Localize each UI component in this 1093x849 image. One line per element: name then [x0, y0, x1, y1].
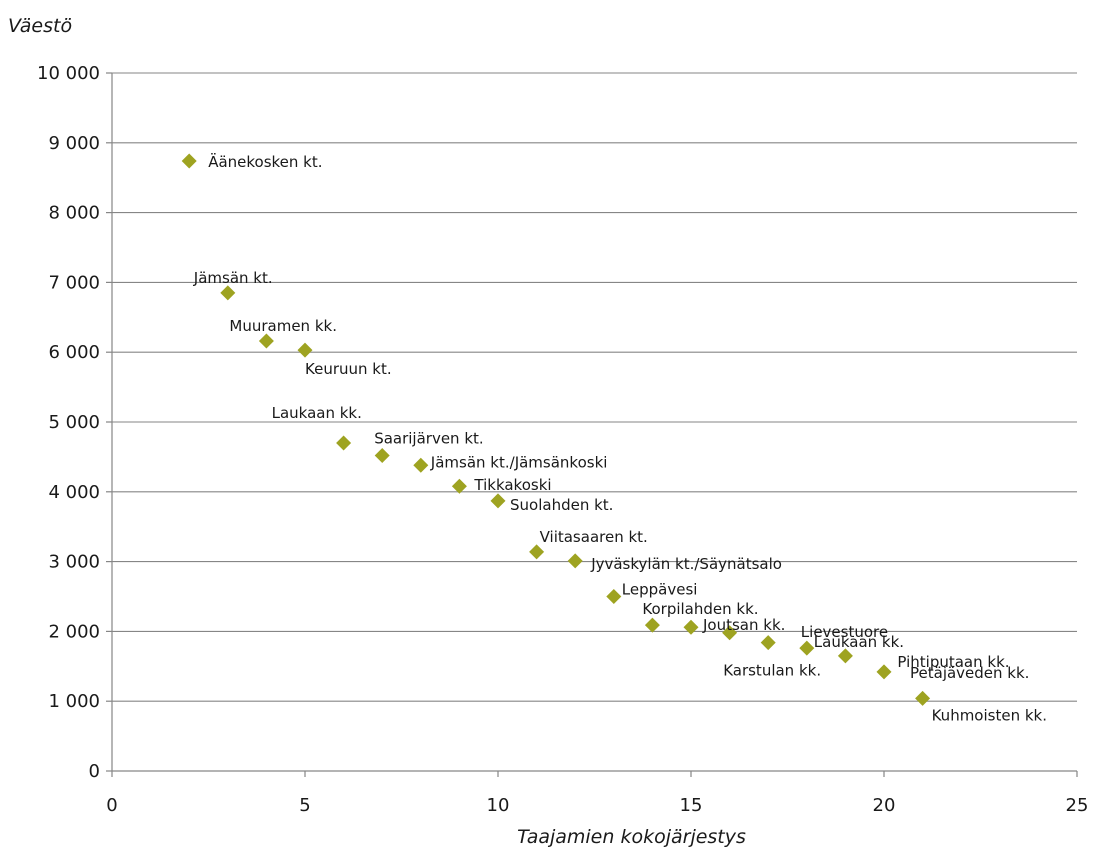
data-point: [220, 285, 236, 301]
y-tick-label: 6 000: [48, 342, 100, 363]
data-point: [837, 648, 853, 664]
y-tick-label: 7 000: [48, 272, 100, 293]
y-tick-label: 0: [89, 761, 100, 782]
data-point: [760, 635, 776, 651]
data-label: Joutsan kk.: [702, 616, 785, 634]
data-point: [799, 640, 815, 656]
y-tick-label: 5 000: [48, 412, 100, 433]
x-tick-label: 0: [106, 795, 117, 816]
data-point: [644, 617, 660, 633]
data-point: [876, 664, 892, 680]
data-label: Korpilahden kk.: [642, 600, 758, 618]
data-point: [529, 544, 545, 560]
data-label: Muuramen kk.: [229, 317, 337, 335]
data-label: Saarijärven kt.: [374, 430, 483, 448]
data-label: Suolahden kt.: [510, 496, 613, 514]
data-labels: Äänekosken kt. Jämsän kt. Muuramen kk. Keur…: [193, 152, 1047, 724]
data-point: [451, 478, 467, 494]
data-point: [336, 435, 352, 451]
y-tick-label: 1 000: [48, 691, 100, 712]
data-point: [683, 619, 699, 635]
data-label: Jyväskylän kt./Säynätsalo: [590, 555, 782, 573]
data-point: [722, 625, 738, 641]
data-label: Tikkakoski: [473, 476, 551, 494]
data-label: Karstulan kk.: [723, 662, 821, 680]
gridlines: [112, 72, 1077, 702]
data-label: Äänekosken kt.: [208, 152, 322, 171]
y-tick-label: 8 000: [48, 203, 100, 224]
x-tick-label: 15: [680, 795, 703, 816]
x-tick-label: 5: [299, 795, 310, 816]
data-label: Leppävesi: [622, 581, 698, 599]
data-point: [490, 493, 506, 509]
data-label: Laukaan kk.: [272, 404, 362, 422]
tick-labels: 0 1 000 2 000 3 000 4 000 5 000 6 000 7 000 8 00…: [37, 63, 1088, 816]
x-axis-title: Taajamien kokojärjestys: [517, 826, 746, 848]
y-tick-label: 4 000: [48, 482, 100, 503]
data-label: Laukaan kk.: [814, 633, 904, 651]
data-point: [374, 448, 390, 464]
axes: [106, 72, 1078, 777]
data-point: [606, 589, 622, 604]
data-label: Lievestuore: [801, 623, 888, 641]
data-point: [181, 153, 197, 169]
data-label: Viitasaaren kt.: [540, 528, 648, 546]
x-tick-label: 10: [487, 795, 510, 816]
data-label: Jämsän kt.: [193, 269, 273, 287]
data-points: [181, 153, 931, 706]
data-point: [297, 342, 313, 358]
y-axis-title: Väestö: [8, 15, 72, 37]
data-label: Kuhmoisten kk.: [932, 706, 1047, 724]
data-label: Petäjäveden kk.: [910, 664, 1029, 682]
data-point: [413, 457, 429, 473]
data-label: Keuruun kt.: [305, 360, 392, 378]
y-tick-label: 10 000: [37, 63, 100, 84]
data-label: Jämsän kt./Jämsänkoski: [430, 453, 608, 471]
data-point: [567, 553, 583, 569]
y-tick-label: 2 000: [48, 621, 100, 642]
data-point: [915, 690, 931, 706]
data-point: [258, 333, 274, 349]
data-label: Pihtiputaan kk.: [897, 653, 1009, 671]
y-tick-label: 9 000: [48, 133, 100, 154]
x-tick-label: 25: [1066, 795, 1089, 816]
y-tick-label: 3 000: [48, 552, 100, 573]
x-tick-label: 20: [873, 795, 896, 816]
